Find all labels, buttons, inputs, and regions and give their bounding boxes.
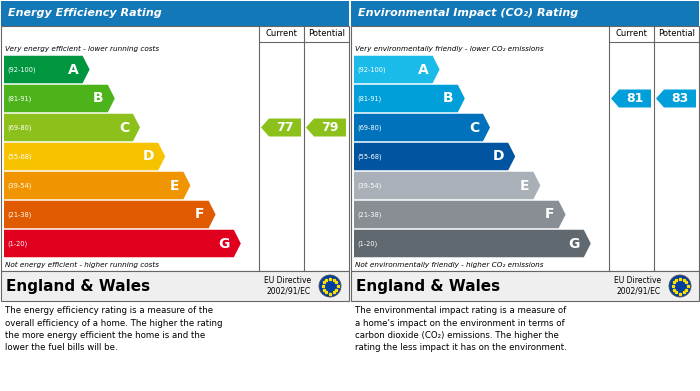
Text: The energy efficiency rating is a measure of the
overall efficiency of a home. T: The energy efficiency rating is a measur… [5, 306, 223, 353]
Text: (21-38): (21-38) [357, 211, 382, 218]
Polygon shape [4, 201, 216, 228]
Polygon shape [354, 143, 515, 170]
Text: England & Wales: England & Wales [6, 278, 150, 294]
Text: (81-91): (81-91) [7, 95, 31, 102]
Text: A: A [418, 63, 428, 77]
Bar [1, 271, 349, 301]
Text: (1-20): (1-20) [357, 240, 377, 247]
Text: (55-68): (55-68) [7, 153, 31, 160]
Text: Current: Current [265, 29, 298, 38]
Text: Not energy efficient - higher running costs: Not energy efficient - higher running co… [5, 262, 159, 267]
Text: Very environmentally friendly - lower CO₂ emissions: Very environmentally friendly - lower CO… [355, 45, 544, 52]
Text: England & Wales: England & Wales [356, 278, 500, 294]
Text: B: B [443, 91, 454, 106]
Polygon shape [354, 56, 440, 83]
Polygon shape [354, 114, 490, 141]
Text: B: B [93, 91, 104, 106]
Polygon shape [4, 172, 190, 199]
Text: (81-91): (81-91) [357, 95, 382, 102]
Text: 79: 79 [321, 121, 339, 134]
Polygon shape [4, 114, 140, 141]
Text: (92-100): (92-100) [357, 66, 386, 73]
Polygon shape [354, 230, 591, 257]
Circle shape [669, 275, 691, 297]
Polygon shape [4, 56, 90, 83]
Text: G: G [568, 237, 580, 251]
Text: D: D [493, 149, 504, 163]
Text: (55-68): (55-68) [357, 153, 382, 160]
Polygon shape [656, 90, 696, 108]
Text: Potential: Potential [308, 29, 345, 38]
Text: (1-20): (1-20) [7, 240, 27, 247]
Text: (39-54): (39-54) [357, 182, 382, 189]
Text: C: C [469, 120, 479, 135]
Text: 81: 81 [626, 92, 644, 105]
Bar [351, 26, 699, 271]
Text: G: G [218, 237, 230, 251]
Text: (92-100): (92-100) [7, 66, 36, 73]
Text: Not environmentally friendly - higher CO₂ emissions: Not environmentally friendly - higher CO… [355, 262, 543, 267]
Text: (69-80): (69-80) [7, 124, 31, 131]
Text: Potential: Potential [658, 29, 695, 38]
Polygon shape [354, 85, 465, 112]
Polygon shape [4, 143, 165, 170]
Text: EU Directive
2002/91/EC: EU Directive 2002/91/EC [614, 276, 661, 296]
Text: Very energy efficient - lower running costs: Very energy efficient - lower running co… [5, 45, 159, 52]
Text: Energy Efficiency Rating: Energy Efficiency Rating [8, 9, 162, 18]
Text: (21-38): (21-38) [7, 211, 31, 218]
Polygon shape [306, 118, 346, 136]
Bar [351, 1, 699, 26]
Polygon shape [261, 118, 301, 136]
Text: E: E [170, 179, 179, 192]
Text: (69-80): (69-80) [357, 124, 382, 131]
Text: 77: 77 [276, 121, 294, 134]
Text: F: F [545, 208, 554, 221]
Text: D: D [143, 149, 154, 163]
Circle shape [319, 275, 341, 297]
Text: E: E [520, 179, 529, 192]
Polygon shape [611, 90, 651, 108]
Text: Environmental Impact (CO₂) Rating: Environmental Impact (CO₂) Rating [358, 9, 578, 18]
Text: (39-54): (39-54) [7, 182, 31, 189]
Polygon shape [4, 230, 241, 257]
Text: A: A [68, 63, 78, 77]
Polygon shape [354, 201, 566, 228]
Text: F: F [195, 208, 204, 221]
Text: Current: Current [615, 29, 648, 38]
Polygon shape [4, 85, 115, 112]
Polygon shape [354, 172, 540, 199]
Bar [1, 1, 349, 26]
Bar [1, 26, 349, 271]
Text: 83: 83 [671, 92, 689, 105]
Bar [351, 271, 699, 301]
Text: C: C [119, 120, 129, 135]
Text: EU Directive
2002/91/EC: EU Directive 2002/91/EC [264, 276, 311, 296]
Text: The environmental impact rating is a measure of
a home's impact on the environme: The environmental impact rating is a mea… [355, 306, 567, 353]
